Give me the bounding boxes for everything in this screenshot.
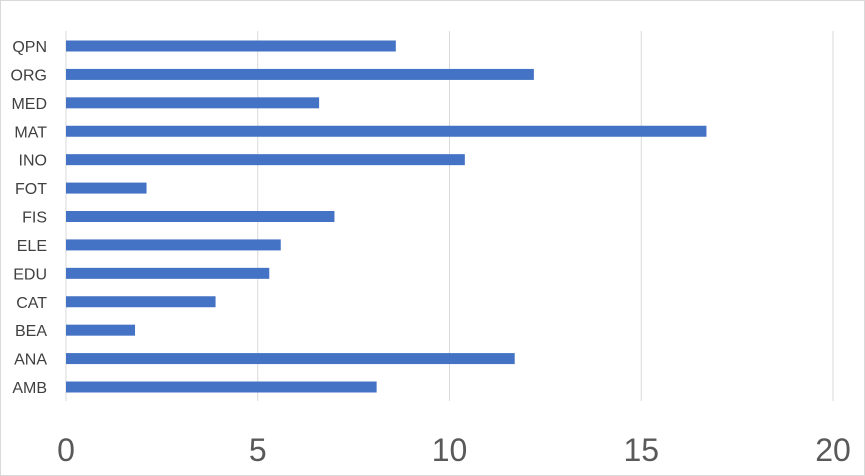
bar-bea xyxy=(66,324,136,336)
category-label-ino: INO xyxy=(19,153,47,170)
category-label-mat: MAT xyxy=(14,124,47,141)
x-tick-label-15: 15 xyxy=(623,432,659,468)
category-label-bea: BEA xyxy=(15,323,47,340)
category-label-med: MED xyxy=(11,96,47,113)
bar-cat xyxy=(66,296,216,308)
bar-ele xyxy=(66,239,281,251)
category-label-ele: ELE xyxy=(17,238,47,255)
bar-amb xyxy=(66,381,377,393)
bar-org xyxy=(66,68,534,80)
x-tick-label-0: 0 xyxy=(57,432,75,468)
x-tick-label-10: 10 xyxy=(432,432,468,468)
category-label-edu: EDU xyxy=(13,266,47,283)
x-axis-tick-labels: 0 5 10 15 20 xyxy=(57,432,851,468)
bar-med xyxy=(66,97,320,109)
bar-fis xyxy=(66,211,335,222)
x-tick-label-5: 5 xyxy=(249,432,267,468)
category-label-fis: FIS xyxy=(22,210,47,227)
bar-ana xyxy=(66,353,515,365)
category-label-org: ORG xyxy=(11,67,47,84)
bar-edu xyxy=(66,267,270,279)
category-label-fot: FOT xyxy=(15,181,47,198)
category-label-cat: CAT xyxy=(16,295,47,312)
bar-qpn xyxy=(66,40,396,52)
bar-fot xyxy=(66,182,147,194)
category-label-amb: AMB xyxy=(12,380,47,397)
x-tick-label-20: 20 xyxy=(815,432,851,468)
category-labels: QPN ORG MED MAT INO FOT FIS ELE EDU CAT BEA ANA AMB xyxy=(11,39,48,397)
category-label-ana: ANA xyxy=(14,352,47,369)
bars xyxy=(66,40,707,393)
bar-mat xyxy=(66,125,707,137)
gridlines xyxy=(65,31,834,401)
bar-ino xyxy=(66,154,465,166)
category-label-qpn: QPN xyxy=(12,39,47,56)
